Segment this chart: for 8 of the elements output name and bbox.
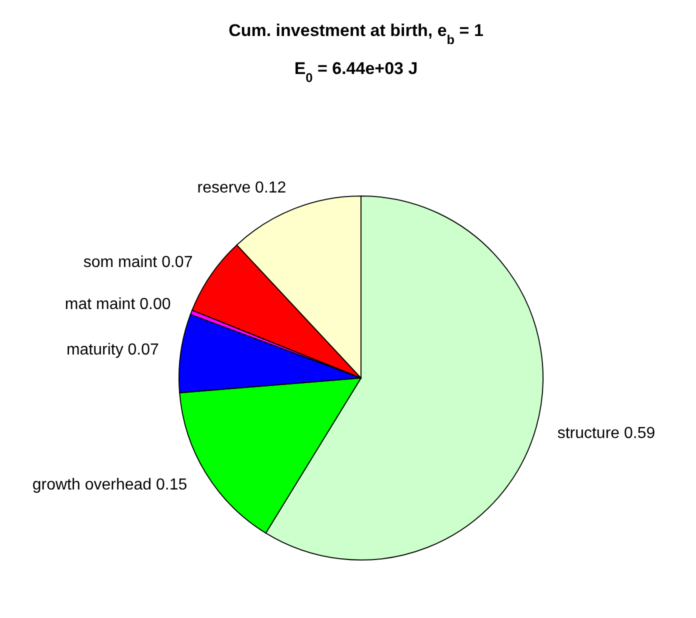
slice-label: growth overhead 0.15 xyxy=(32,476,188,494)
slice-label: som maint 0.07 xyxy=(83,254,193,272)
slice-label: structure 0.59 xyxy=(557,424,656,442)
slice-label: maturity 0.07 xyxy=(66,342,160,358)
slice-label: mat maint 0.00 xyxy=(64,296,171,313)
slice-label: reserve 0.12 xyxy=(197,180,286,197)
chart-subtitle: E$_{0}$ = 6.44e+03 J xyxy=(294,59,418,84)
chart-title: Cum. investment at birth, e$_{b}$ = 1 xyxy=(228,21,484,46)
